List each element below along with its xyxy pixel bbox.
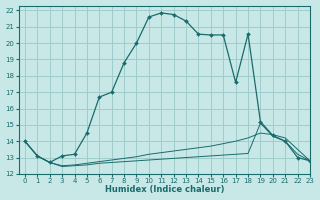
X-axis label: Humidex (Indice chaleur): Humidex (Indice chaleur) bbox=[105, 185, 224, 194]
